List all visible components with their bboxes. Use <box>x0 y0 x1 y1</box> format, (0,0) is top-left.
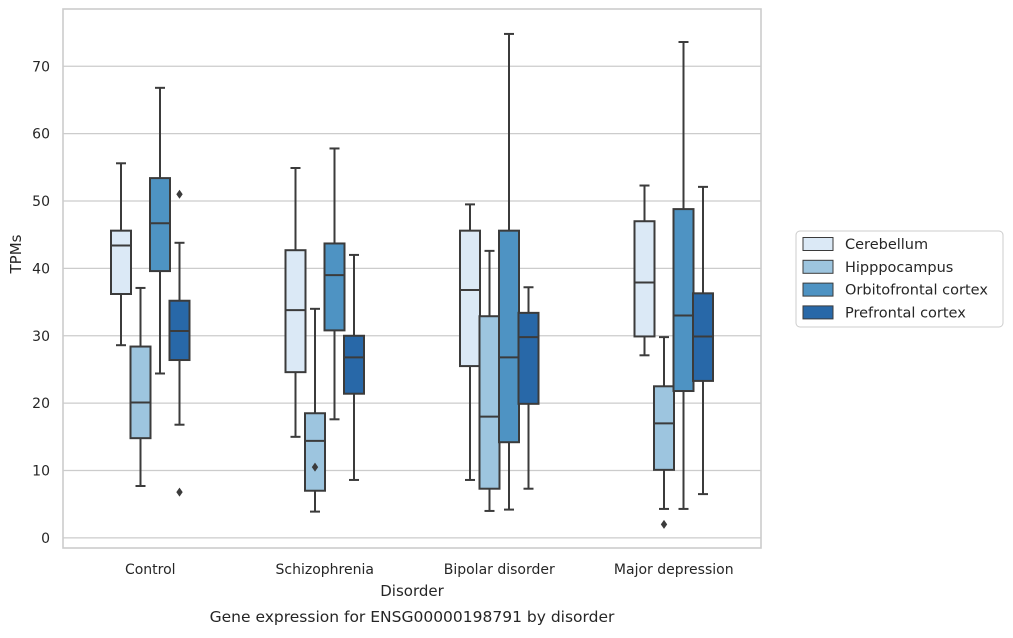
box-iqr <box>110 229 132 295</box>
box-plot <box>478 249 501 512</box>
legend-swatch <box>802 259 834 274</box>
legend-label: Orbitofrontal cortex <box>845 283 988 299</box>
box-plot <box>110 162 132 347</box>
box-plot <box>343 253 365 481</box>
x-tick-label: Schizophrenia <box>276 562 374 578</box>
y-tick-label: 30 <box>32 329 50 345</box>
legend: Cerebellum Hipppocampus Orbitofrontal cort… <box>795 230 1004 328</box>
box-iqr <box>653 385 675 471</box>
box-iqr <box>478 315 501 490</box>
box-iqr <box>498 229 520 444</box>
x-tick-label: Major depression <box>614 562 734 578</box>
outlier-point <box>176 189 183 199</box>
x-tick-label: Control <box>125 562 176 578</box>
box-plot <box>129 286 152 488</box>
box-iqr <box>633 220 656 338</box>
y-tick-label: 40 <box>32 261 50 277</box>
legend-label: Cerebellum <box>845 237 928 253</box>
box-iqr <box>129 345 152 440</box>
legend-swatch <box>802 305 834 320</box>
box-plot <box>459 203 481 481</box>
legend-swatch <box>802 282 834 297</box>
box-iqr <box>517 311 540 405</box>
box-plot <box>168 189 191 497</box>
y-tick-label: 70 <box>32 59 50 75</box>
outlier-point <box>311 462 319 472</box>
x-tick-labels: Control Schizophrenia Bipolar disorder Majo… <box>125 562 734 578</box>
chart-caption: Gene expression for ENSG00000198791 by d… <box>210 608 615 626</box>
box-plot <box>653 336 675 529</box>
box-plot <box>672 41 695 510</box>
x-tick-label: Bipolar disorder <box>444 562 555 578</box>
box-plot <box>498 32 520 511</box>
box-plot <box>517 286 540 490</box>
box-iqr <box>343 334 365 395</box>
plot-frame <box>62 8 762 549</box>
box-plot <box>149 86 171 375</box>
box-iqr <box>459 229 481 368</box>
box-iqr <box>284 249 307 374</box>
box-plot <box>692 185 714 496</box>
box-iqr <box>672 208 695 393</box>
y-tick-label: 50 <box>32 194 50 210</box>
x-axis-label: Disorder <box>380 582 444 600</box>
legend-label: Hipppocampus <box>845 260 953 276</box>
y-tick-label: 20 <box>32 396 50 412</box>
y-tick-label: 60 <box>32 127 50 143</box>
y-tick-label: 0 <box>41 531 50 547</box>
box-plot <box>633 184 656 357</box>
legend-swatch <box>802 237 834 251</box>
y-tick-labels: 0 10 20 30 40 50 60 70 <box>32 59 50 547</box>
box-plot <box>323 147 346 421</box>
box-iqr <box>323 242 346 332</box>
box-plot <box>284 167 307 438</box>
y-tick-label: 10 <box>32 464 50 480</box>
box-plots <box>110 32 714 529</box>
box-plot <box>304 307 326 513</box>
y-axis-label: TPMs <box>7 234 25 274</box>
outlier-point <box>176 487 183 497</box>
legend-label: Prefrontal cortex <box>845 305 966 321</box>
outlier-point <box>660 519 668 529</box>
box-iqr <box>149 177 171 273</box>
box-iqr <box>304 412 326 492</box>
legend-items: Cerebellum Hipppocampus Orbitofrontal cort… <box>802 237 988 321</box>
legend-frame <box>795 230 1004 328</box>
